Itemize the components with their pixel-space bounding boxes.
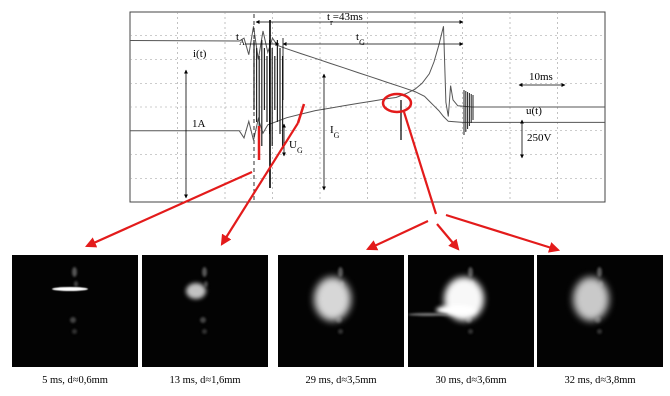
photo-detail: [52, 287, 88, 291]
photo-caption: 32 ms, d≈3,8mm: [564, 375, 636, 386]
label-1A: 1A: [192, 118, 206, 130]
photo-detail: [314, 277, 351, 321]
photo-detail: [202, 329, 207, 334]
label-250V: 250V: [527, 132, 552, 144]
label-t-A: tA: [236, 31, 245, 47]
photo-detail: [595, 317, 601, 323]
photo-detail: [468, 267, 473, 277]
photo-detail: [573, 277, 609, 321]
label-I-G: IG: [330, 124, 340, 140]
arc-photo: [408, 255, 534, 367]
arc-photo: [12, 255, 138, 367]
marker-13ms: [296, 103, 306, 124]
arc-photo: [142, 255, 268, 367]
photo-detail: [204, 281, 208, 287]
pointer-30ms: [436, 223, 460, 251]
photo-detail: [338, 267, 343, 277]
pointer-29ms: [366, 220, 429, 251]
photo-detail: [72, 267, 77, 277]
photo-detail: [200, 317, 206, 323]
label-u-t: u(t): [526, 105, 542, 117]
photo-detail: [186, 283, 206, 299]
marker-circle: [381, 92, 413, 114]
label-i-t: i(t): [193, 48, 207, 60]
photo-caption: 5 ms, d≈0,6mm: [42, 375, 108, 386]
photo-detail: [597, 329, 602, 334]
label-U-G: UG: [289, 139, 303, 155]
label-t-total: tr=43ms: [327, 11, 363, 27]
photo-detail: [70, 317, 76, 323]
photo-caption: 29 ms, d≈3,5mm: [305, 375, 377, 386]
photo-detail: [408, 313, 448, 316]
photo-detail: [74, 281, 78, 287]
photo-detail: [597, 267, 602, 277]
trace-current: [129, 26, 605, 123]
photo-detail: [202, 267, 207, 277]
pointer-5ms: [84, 170, 253, 248]
photo-caption: 13 ms, d≈1,6mm: [169, 375, 241, 386]
photo-detail: [336, 317, 342, 323]
photo-detail: [436, 305, 476, 315]
pointer-32ms: [445, 213, 561, 253]
arc-photo: [278, 255, 404, 367]
photo-detail: [338, 329, 343, 334]
photo-detail: [468, 329, 473, 334]
photo-detail: [72, 329, 77, 334]
photo-caption: 30 ms, d≈3,6mm: [435, 375, 507, 386]
arc-photo: [537, 255, 663, 367]
pointer-13ms: [220, 122, 299, 246]
pointer-circle: [402, 111, 438, 215]
label-10ms: 10ms: [529, 71, 553, 83]
